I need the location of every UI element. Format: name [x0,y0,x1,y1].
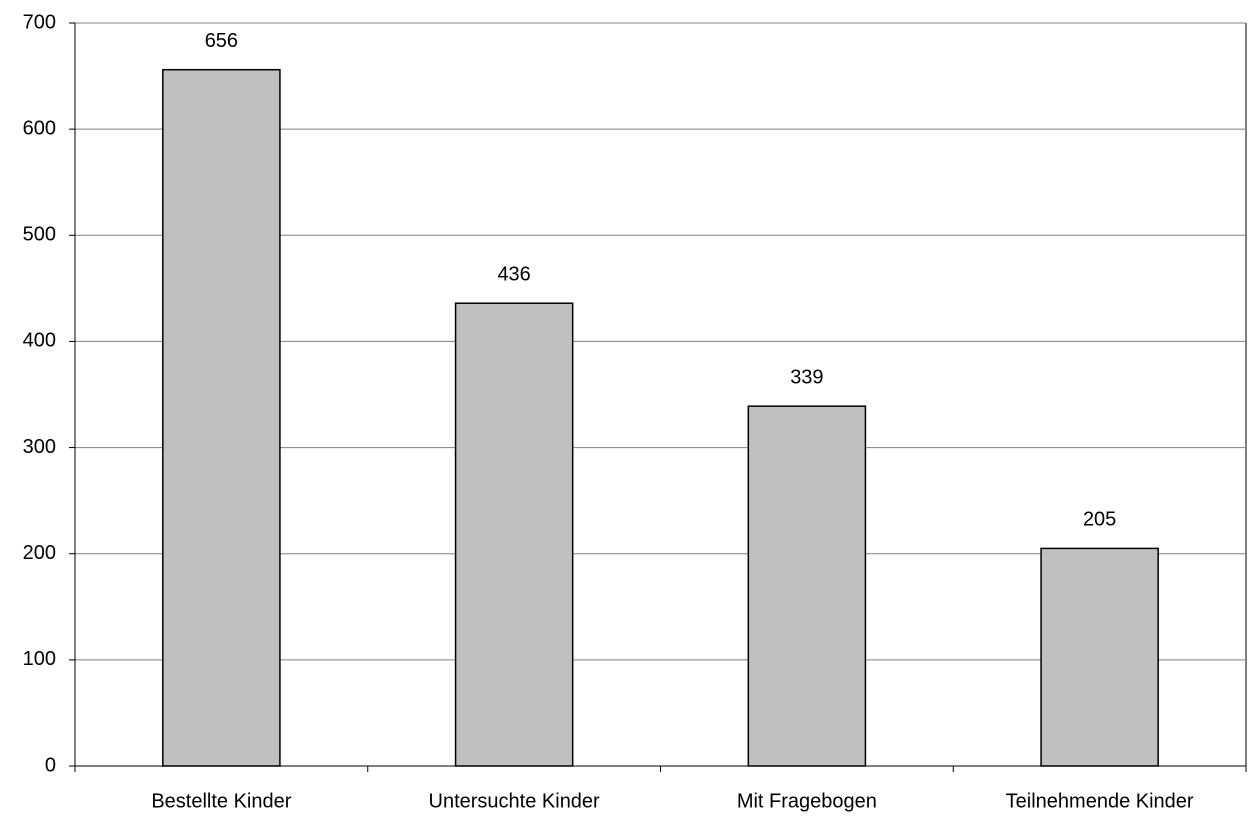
y-tick-label: 300 [23,436,56,458]
data-label: 339 [790,366,823,388]
bar [162,68,281,767]
y-tick-label: 0 [45,754,56,776]
y-tick-label: 500 [23,224,56,246]
y-tick-label: 200 [23,542,56,564]
y-tick-label: 400 [23,330,56,352]
data-label: 436 [497,263,530,285]
y-tick-label: 100 [23,648,56,670]
bar [1040,547,1159,767]
bar [454,302,574,767]
x-tick-label: Teilnehmende Kinder [1006,790,1194,812]
data-label: 656 [205,30,238,52]
data-label: 205 [1083,509,1116,531]
x-tick-label: Mit Fragebogen [737,790,877,812]
x-tick-label: Bestellte Kinder [151,790,291,812]
y-tick-label: 600 [23,117,56,139]
bar [747,405,867,767]
x-tick-label: Untersuchte Kinder [429,790,601,812]
y-tick-label: 700 [23,11,56,33]
